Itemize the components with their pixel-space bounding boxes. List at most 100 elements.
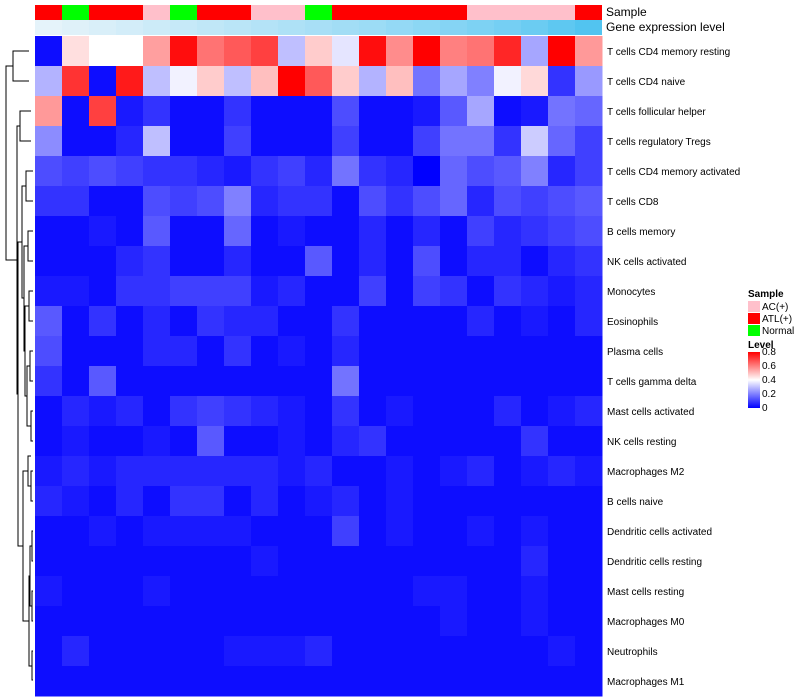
heatmap-cell — [251, 306, 279, 337]
heatmap-cell — [413, 666, 441, 697]
heatmap-cell — [170, 216, 198, 247]
heatmap-cell — [413, 126, 441, 157]
heatmap-cell — [35, 306, 63, 337]
heatmap-cell — [332, 546, 360, 577]
heatmap-cell — [440, 606, 468, 637]
heatmap-cell — [305, 516, 333, 547]
heatmap-cell — [548, 426, 576, 457]
heatmap-cell — [440, 366, 468, 397]
heatmap-cell — [278, 276, 306, 307]
heatmap-cell — [251, 66, 279, 97]
heatmap-cell — [440, 216, 468, 247]
heatmap-cell — [197, 486, 225, 517]
legend-sample-swatch — [748, 313, 760, 324]
heatmap-cell — [197, 156, 225, 187]
heatmap-cell — [332, 126, 360, 157]
heatmap-cell — [89, 96, 117, 127]
heatmap-cell — [224, 186, 252, 217]
heatmap-cell — [548, 516, 576, 547]
heatmap-cell — [440, 576, 468, 607]
heatmap-cell — [224, 546, 252, 577]
heatmap-cell — [89, 516, 117, 547]
legend-level-tick: 0.4 — [762, 375, 776, 386]
heatmap-cell — [413, 546, 441, 577]
heatmap-cell — [521, 606, 549, 637]
heatmap-cell — [305, 276, 333, 307]
heatmap-cell — [143, 666, 171, 697]
heatmap-cell — [440, 36, 468, 67]
heatmap-cell — [332, 366, 360, 397]
heatmap-cell — [467, 276, 495, 307]
expression-annotation-cell — [413, 20, 440, 35]
heatmap-cell — [143, 516, 171, 547]
heatmap-cell — [143, 606, 171, 637]
heatmap-cell — [62, 216, 90, 247]
heatmap-cell — [548, 186, 576, 217]
heatmap-cell — [359, 606, 387, 637]
heatmap-cell — [467, 576, 495, 607]
heatmap-cell — [467, 156, 495, 187]
heatmap-cell — [305, 126, 333, 157]
heatmap-cell — [170, 126, 198, 157]
heatmap-cell — [251, 96, 279, 127]
heatmap-cell — [224, 246, 252, 277]
heatmap-cell — [548, 66, 576, 97]
heatmap-cell — [224, 366, 252, 397]
heatmap-cell — [332, 636, 360, 667]
heatmap-cell — [278, 546, 306, 577]
heatmap-cell — [575, 426, 603, 457]
heatmap-cell — [62, 156, 90, 187]
heatmap-cell — [278, 186, 306, 217]
heatmap-cell — [251, 396, 279, 427]
heatmap-cell — [170, 456, 198, 487]
heatmap-cell — [332, 606, 360, 637]
heatmap-cell — [521, 36, 549, 67]
heatmap-cell — [386, 336, 414, 367]
heatmap-cell — [386, 306, 414, 337]
expression-annotation-cell — [143, 20, 170, 35]
heatmap-cell — [62, 276, 90, 307]
heatmap-cell — [359, 36, 387, 67]
heatmap-cell — [413, 66, 441, 97]
heatmap-cell — [251, 216, 279, 247]
heatmap-cell — [35, 576, 63, 607]
heatmap-cell — [359, 426, 387, 457]
heatmap-cell — [413, 306, 441, 337]
heatmap-cell — [197, 276, 225, 307]
heatmap-cell — [116, 576, 144, 607]
heatmap-cell — [197, 576, 225, 607]
heatmap-cell — [575, 486, 603, 517]
heatmap-cell — [467, 66, 495, 97]
heatmap-cell — [116, 666, 144, 697]
heatmap-cell — [224, 66, 252, 97]
heatmap-cell — [170, 396, 198, 427]
heatmap-cell — [575, 666, 603, 697]
heatmap-cell — [116, 36, 144, 67]
expression-annotation-cell — [89, 20, 116, 35]
heatmap-cell — [548, 36, 576, 67]
heatmap-cell — [89, 36, 117, 67]
heatmap-cell — [440, 456, 468, 487]
heatmap-cell — [197, 516, 225, 547]
heatmap-cell — [251, 636, 279, 667]
heatmap-cell — [521, 216, 549, 247]
heatmap-cell — [575, 306, 603, 337]
heatmap-cell — [332, 516, 360, 547]
expression-annotation-cell — [359, 20, 386, 35]
heatmap-cell — [575, 546, 603, 577]
heatmap-cell — [467, 96, 495, 127]
expression-annotation-cell — [467, 20, 494, 35]
heatmap-cell — [251, 126, 279, 157]
heatmap-cell — [575, 156, 603, 187]
heatmap-cell — [575, 456, 603, 487]
row-label: Macrophages M1 — [607, 677, 685, 688]
heatmap-cell — [116, 456, 144, 487]
heatmap-cell — [413, 486, 441, 517]
legend-sample-swatch — [748, 301, 760, 312]
heatmap-cell — [332, 576, 360, 607]
heatmap-cell — [548, 216, 576, 247]
heatmap-cell — [467, 36, 495, 67]
heatmap-cell — [359, 486, 387, 517]
heatmap-cell — [62, 186, 90, 217]
legend-level-colorbar — [748, 352, 760, 408]
